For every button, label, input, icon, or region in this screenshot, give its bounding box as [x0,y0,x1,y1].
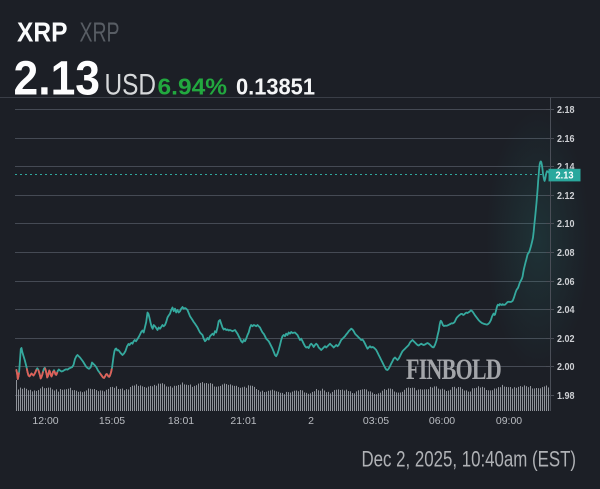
svg-text:18:01: 18:01 [168,415,194,427]
svg-text:0.13851: 0.13851 [236,74,315,100]
svg-text:2.02: 2.02 [557,333,575,345]
svg-text:Dec 2, 2025, 10:40am (EST): Dec 2, 2025, 10:40am (EST) [362,447,577,472]
svg-text:FINBOLD: FINBOLD [406,353,501,386]
svg-text:XRP: XRP [80,17,120,48]
svg-text:2.04: 2.04 [557,304,575,316]
svg-text:2.13: 2.13 [556,169,574,181]
svg-text:2.13: 2.13 [14,53,101,106]
svg-text:2.00: 2.00 [557,361,575,373]
svg-text:15:05: 15:05 [99,415,125,427]
svg-text:XRP: XRP [17,17,68,48]
svg-text:03:05: 03:05 [363,415,389,427]
svg-text:6.94%: 6.94% [158,74,228,100]
svg-text:06:00: 06:00 [429,415,455,427]
svg-text:2.08: 2.08 [557,247,575,259]
svg-text:2.16: 2.16 [557,133,575,145]
svg-text:2.10: 2.10 [557,218,575,230]
svg-text:21:01: 21:01 [230,415,256,427]
svg-text:12:00: 12:00 [32,415,58,427]
svg-text:2.06: 2.06 [557,276,575,288]
svg-text:2.12: 2.12 [557,190,575,202]
svg-text:2: 2 [308,415,314,427]
svg-text:1.98: 1.98 [557,390,575,402]
svg-text:USD: USD [105,69,157,102]
svg-text:2.18: 2.18 [557,104,575,116]
svg-text:09:00: 09:00 [496,415,522,427]
